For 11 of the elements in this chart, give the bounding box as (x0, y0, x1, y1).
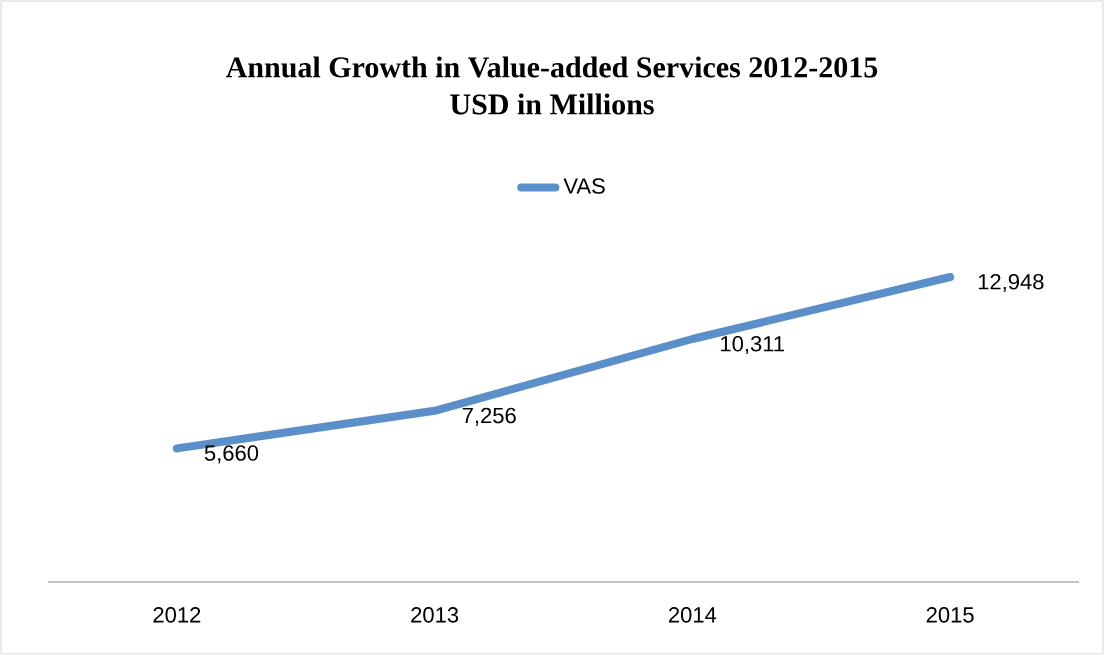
chart-title: Annual Growth in Value-added Services 2012-2015 (226, 56, 878, 78)
data-label: 10,311 (721, 335, 785, 355)
data-label: 7,256 (462, 407, 516, 426)
x-tick-label: 2015 (926, 607, 974, 623)
legend-label: VAS (563, 178, 605, 194)
data-label: 12,948 (978, 273, 1044, 293)
chart-subtitle: USD in Millions (450, 93, 654, 115)
x-tick-label: 2013 (411, 607, 459, 623)
data-label: 5,660 (204, 445, 259, 464)
x-tick-label: 2014 (669, 607, 717, 623)
x-tick-label: 2012 (153, 607, 201, 623)
